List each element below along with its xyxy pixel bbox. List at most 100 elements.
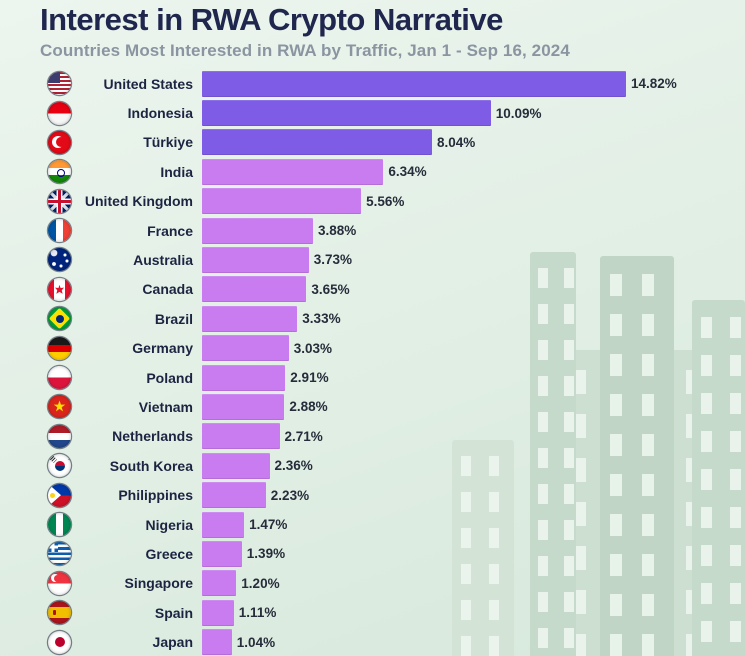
bar: [202, 364, 286, 391]
vn-flag-icon: [48, 395, 71, 419]
chart-row: Japan 1.04%: [0, 629, 745, 656]
country-label: Philippines: [118, 487, 193, 504]
bar: [202, 276, 307, 303]
sg-flag-icon: [48, 571, 71, 595]
bar: [202, 100, 491, 127]
building-silhouette: [600, 256, 674, 656]
chart-row: Singapore 1.20%: [0, 570, 745, 597]
country-label: Brazil: [154, 310, 193, 327]
building-silhouette: [692, 300, 745, 656]
bar: [202, 70, 626, 97]
value-label: 8.04%: [437, 134, 476, 150]
value-label: 2.71%: [284, 428, 323, 444]
building-silhouette: [452, 440, 514, 656]
country-label: Spain: [154, 604, 193, 621]
bar: [202, 158, 384, 185]
chart-row: Canada 3.65%: [0, 276, 745, 303]
bar: [202, 335, 289, 362]
bar: [202, 629, 232, 656]
gr-flag-icon: [48, 542, 71, 566]
country-label: India: [160, 163, 193, 180]
chart-row: Philippines 2.23%: [0, 482, 745, 509]
chart-row: Türkiye 8.04%: [0, 129, 745, 156]
country-label: Singapore: [124, 575, 193, 592]
chart-row: Greece 1.39%: [0, 540, 745, 567]
value-label: 2.36%: [274, 458, 313, 474]
value-label: 2.91%: [290, 370, 329, 386]
chart-row: United Kingdom 5.56%: [0, 188, 745, 215]
ng-flag-icon: [48, 513, 71, 536]
au-flag-icon: [48, 248, 71, 272]
bar: [202, 217, 313, 244]
bar: [202, 511, 245, 538]
country-label: Poland: [146, 369, 193, 386]
in-flag-icon: [48, 160, 71, 184]
bar: [202, 452, 270, 479]
ca-flag-icon: [48, 277, 71, 301]
bar: [202, 423, 280, 450]
chart-row: Germany 3.03%: [0, 335, 745, 362]
country-label: United Kingdom: [84, 193, 193, 210]
id-flag-icon: [48, 101, 71, 125]
bar-chart: United States 14.82% Indonesia 10.09% Türkiy…: [0, 70, 745, 656]
value-label: 1.11%: [238, 605, 277, 621]
chart-subtitle: Countries Most Interested in RWA by Traf…: [40, 40, 570, 60]
bar: [202, 129, 432, 156]
es-flag-icon: [48, 601, 71, 625]
de-flag-icon: [48, 336, 71, 360]
value-label: 14.82%: [631, 76, 677, 92]
value-label: 3.73%: [313, 252, 352, 268]
country-label: Netherlands: [112, 428, 193, 445]
chart-row: Australia 3.73%: [0, 246, 745, 273]
bar: [202, 570, 237, 597]
chart-title: Interest in RWA Crypto Narrative: [40, 2, 503, 37]
country-label: France: [147, 222, 193, 239]
chart-row: Vietnam 2.88%: [0, 393, 745, 420]
chart-row: South Korea 2.36%: [0, 452, 745, 479]
ph-flag-icon: [48, 483, 71, 507]
bar: [202, 188, 362, 215]
value-label: 2.88%: [289, 399, 328, 415]
bar: [202, 246, 309, 273]
kr-flag-icon: [48, 454, 71, 478]
country-label: South Korea: [109, 457, 193, 474]
value-label: 6.34%: [388, 164, 427, 180]
value-label: 1.39%: [246, 546, 286, 562]
country-label: Japan: [152, 634, 193, 651]
bar: [202, 305, 298, 332]
building-silhouette: [530, 252, 576, 656]
country-label: Indonesia: [127, 105, 193, 122]
br-flag-icon: [48, 307, 71, 331]
bar: [202, 482, 266, 509]
fr-flag-icon: [48, 219, 71, 243]
tr-flag-icon: [48, 130, 71, 154]
value-label: 3.65%: [311, 281, 350, 297]
value-label: 1.04%: [236, 634, 276, 650]
pl-flag-icon: [48, 366, 71, 390]
chart-row: Brazil 3.33%: [0, 305, 745, 332]
country-label: United States: [103, 75, 193, 92]
chart-row: Netherlands 2.71%: [0, 423, 745, 450]
chart-header: Interest in RWA Crypto Narrative Countri…: [0, 0, 745, 61]
chart-row: Poland 2.91%: [0, 364, 745, 391]
value-label: 3.33%: [302, 311, 341, 327]
country-label: Greece: [145, 545, 193, 562]
value-label: 1.20%: [241, 575, 280, 591]
country-label: Nigeria: [145, 516, 193, 533]
jp-flag-icon: [48, 630, 71, 654]
value-label: 1.47%: [249, 517, 288, 532]
value-label: 3.03%: [293, 340, 332, 356]
gb-flag-icon: [48, 189, 71, 213]
country-label: Germany: [132, 340, 193, 357]
value-label: 10.09%: [495, 105, 542, 121]
country-label: Australia: [133, 251, 193, 268]
chart-row: Indonesia 10.09%: [0, 100, 745, 127]
bar: [202, 599, 234, 626]
value-label: 3.88%: [318, 223, 357, 239]
chart-row: Spain 1.11%: [0, 599, 745, 626]
bar: [202, 540, 242, 567]
country-label: Türkiye: [143, 134, 193, 151]
country-label: Vietnam: [138, 398, 193, 415]
